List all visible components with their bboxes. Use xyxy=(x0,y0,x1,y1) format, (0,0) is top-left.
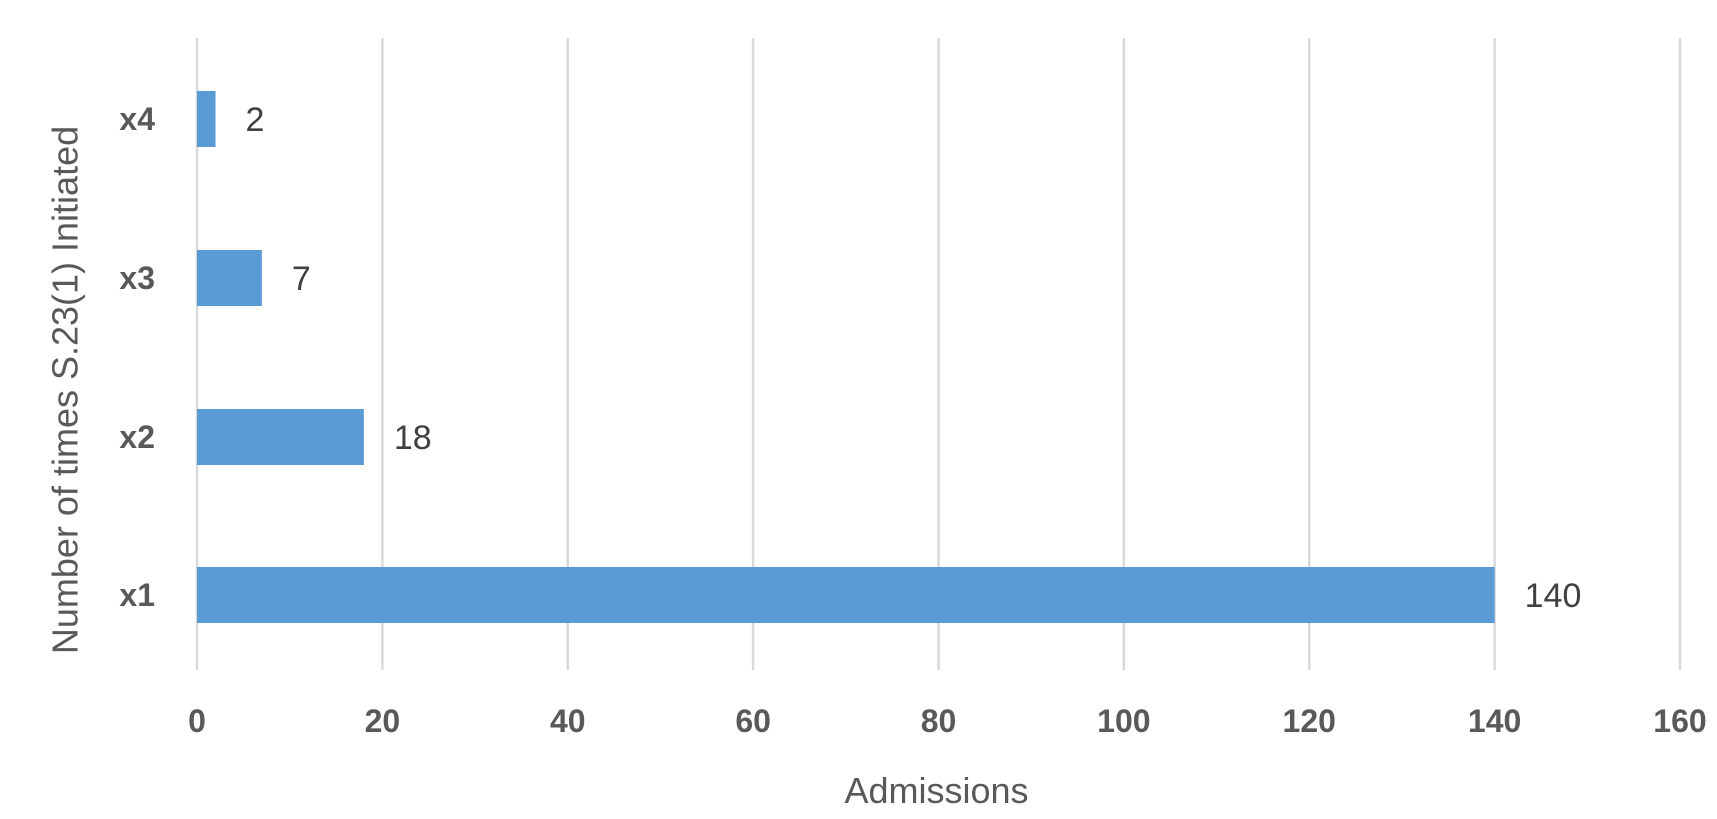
y-axis-ticks: x1 x2 x3 x4 xyxy=(119,101,155,613)
y-tick-label-x1: x1 xyxy=(119,577,155,613)
data-label-x2: 18 xyxy=(394,419,432,457)
bars xyxy=(197,91,1495,623)
bar-x2 xyxy=(197,409,364,465)
y-tick-label-x4: x4 xyxy=(119,101,155,137)
y-tick-label-x2: x2 xyxy=(119,419,155,455)
data-label-x4: 2 xyxy=(246,101,265,139)
gridlines xyxy=(195,38,1682,670)
x-tick-label-140: 140 xyxy=(1468,703,1521,739)
data-label-x1: 140 xyxy=(1525,577,1582,615)
x-axis-ticks: 0 20 40 60 80 100 120 140 160 xyxy=(188,703,1707,739)
x-tick-label-40: 40 xyxy=(550,703,586,739)
bar-x4 xyxy=(197,91,216,147)
x-tick-label-100: 100 xyxy=(1097,703,1150,739)
bar-x1 xyxy=(197,567,1495,623)
bar-x3 xyxy=(197,250,262,306)
x-tick-label-80: 80 xyxy=(921,703,957,739)
x-tick-label-20: 20 xyxy=(365,703,401,739)
x-axis-title: Admissions xyxy=(844,770,1028,811)
x-tick-label-0: 0 xyxy=(188,703,206,739)
x-tick-label-60: 60 xyxy=(735,703,771,739)
data-labels: 140 18 7 2 xyxy=(246,101,1582,615)
y-tick-label-x3: x3 xyxy=(119,260,155,296)
data-label-x3: 7 xyxy=(292,260,311,298)
y-axis-title: Number of times S.23(1) Initiated xyxy=(45,126,86,654)
x-tick-label-120: 120 xyxy=(1283,703,1336,739)
x-tick-label-160: 160 xyxy=(1653,703,1706,739)
